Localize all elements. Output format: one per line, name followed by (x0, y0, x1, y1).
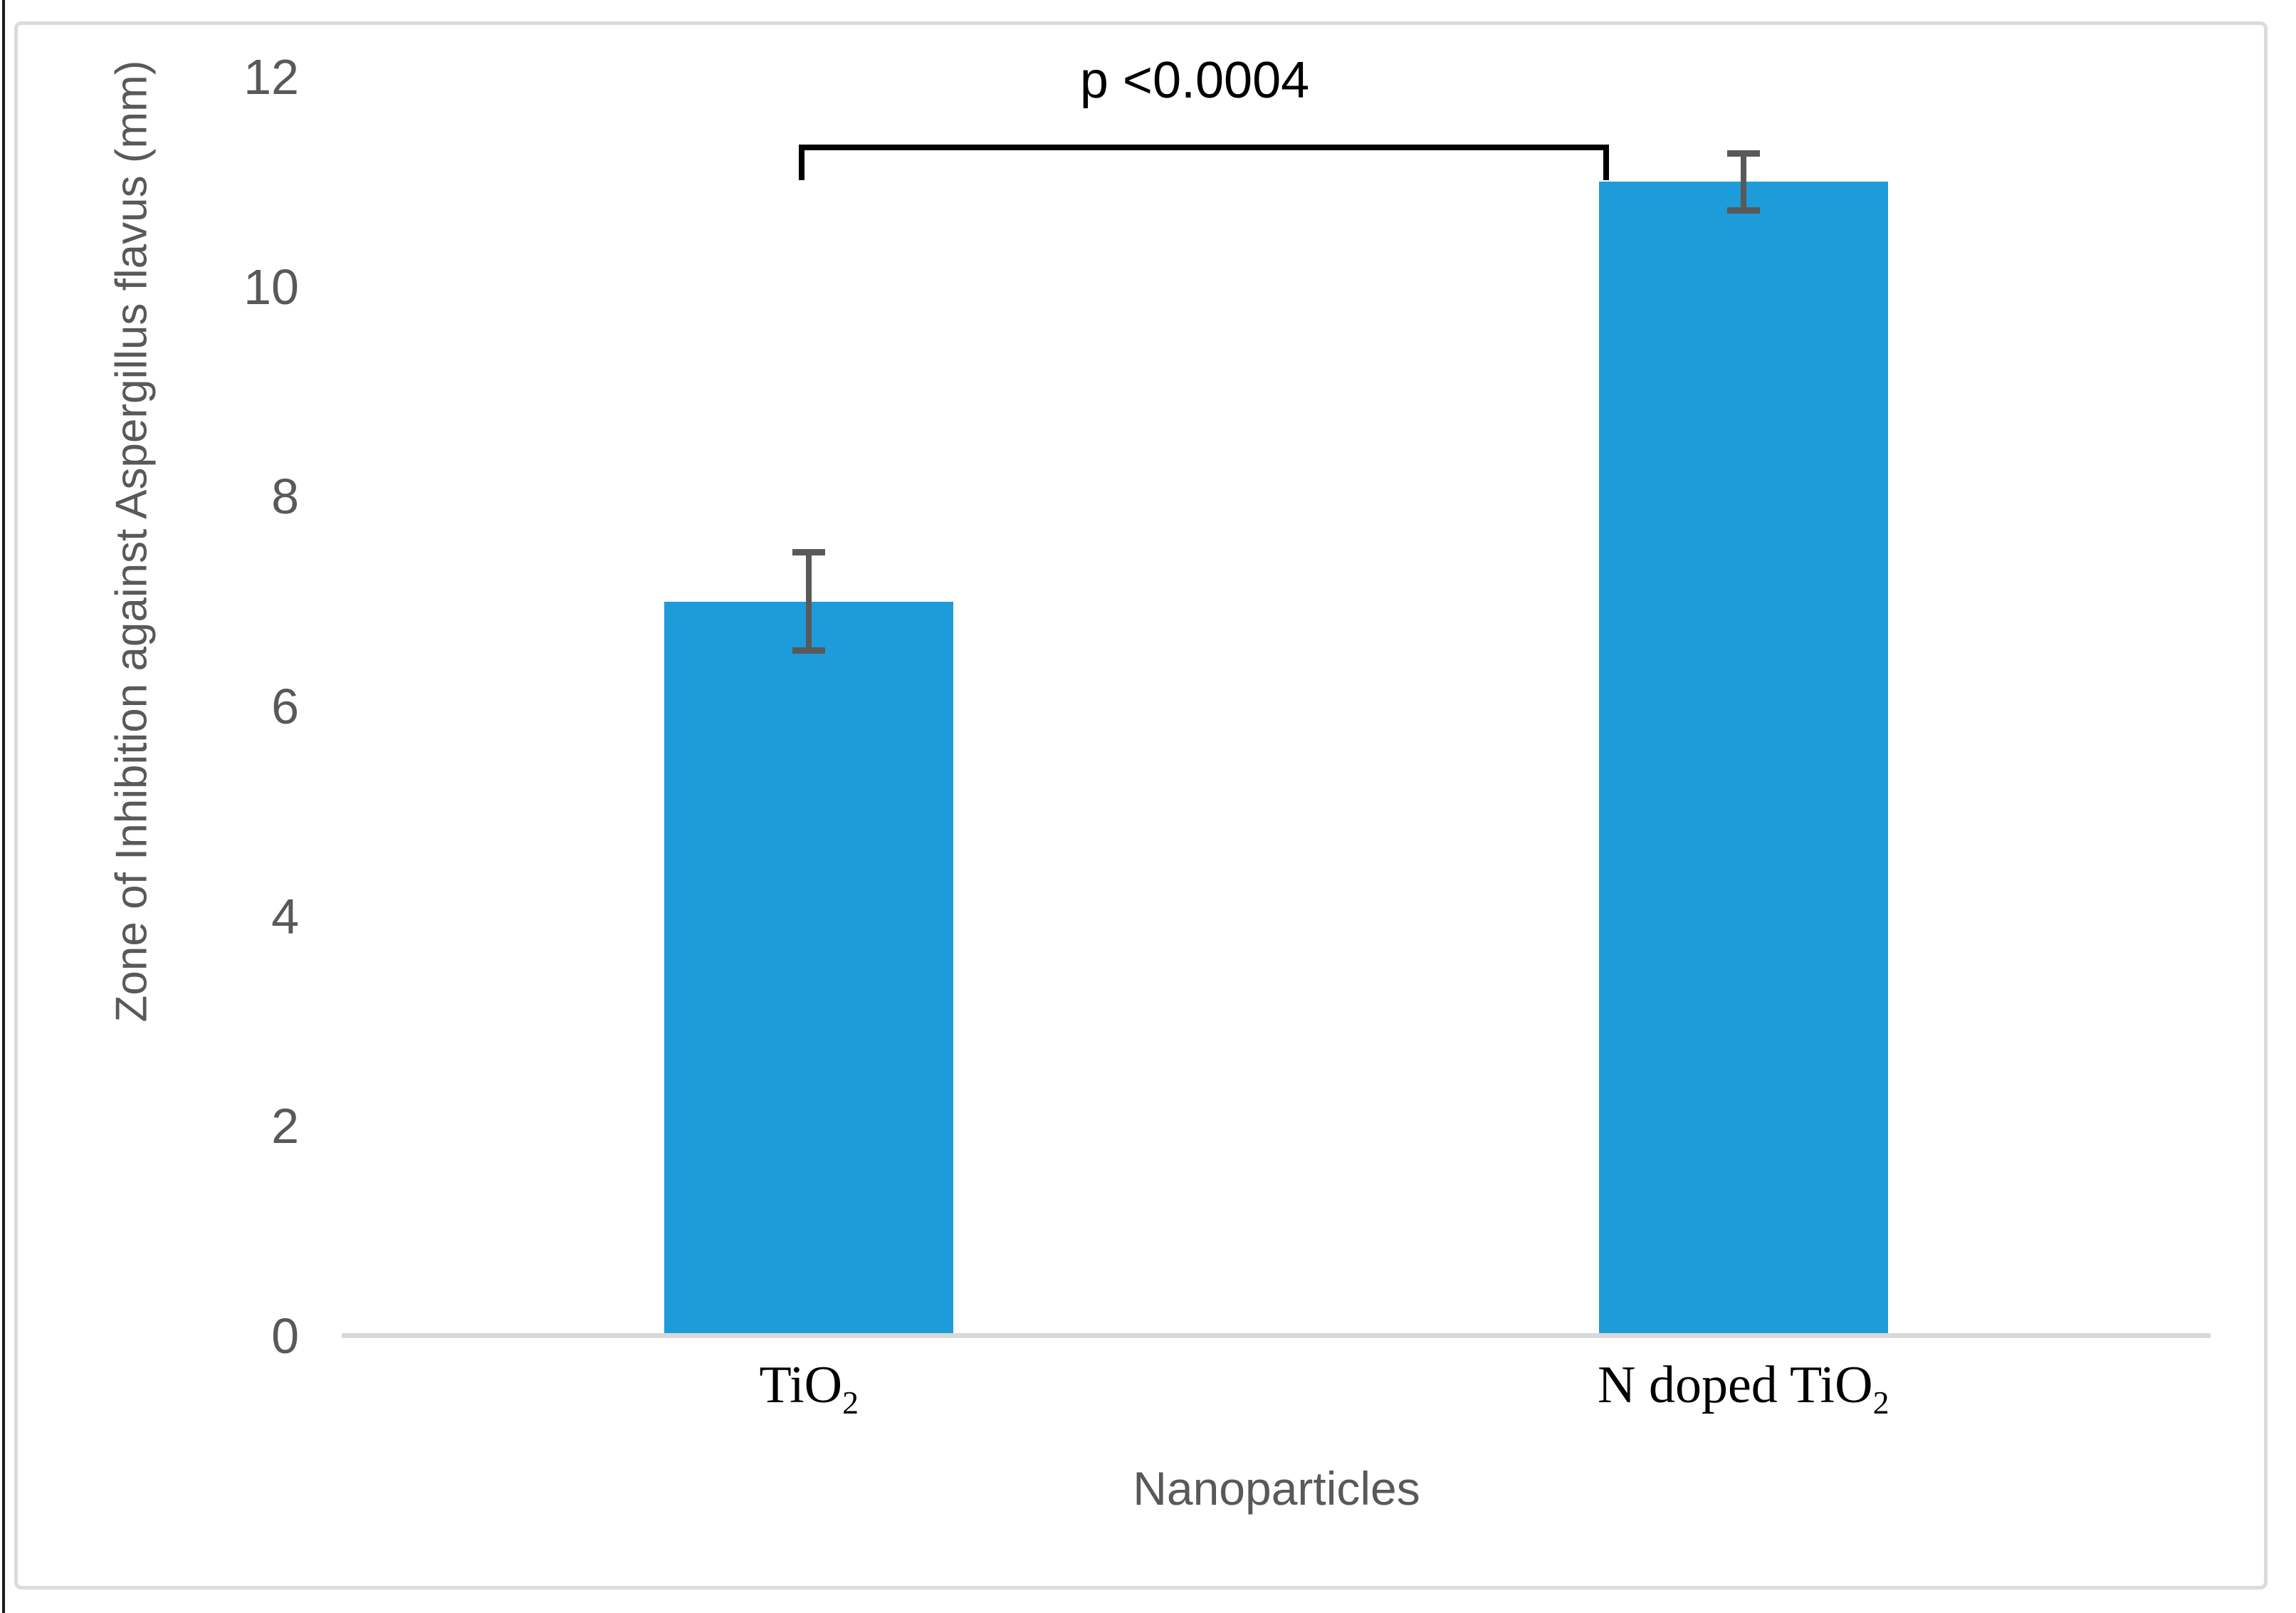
y-tick-label: 6 (271, 679, 299, 734)
page-edge-line (2, 0, 5, 1613)
y-tick-label: 2 (271, 1098, 299, 1154)
y-axis-title: Zone of Inhibition against Aspergillus f… (107, 60, 157, 1023)
error-bar-n-doped-tio2 (1726, 150, 1760, 214)
y-tick-label: 12 (243, 49, 299, 105)
chart-plot-border (14, 21, 2268, 1589)
x-tick-label-tio2: TiO2 (759, 1359, 859, 1419)
x-tick-label-n-doped-tio2-subscript: 2 (1872, 1384, 1889, 1421)
bar-n-doped-tio2 (1598, 182, 1888, 1336)
bar-tio2 (664, 601, 954, 1336)
x-axis-line (342, 1333, 2211, 1338)
significance-bracket (799, 145, 1609, 180)
error-bar-tio2 (792, 549, 826, 654)
p-value-label: p <0.0004 (1079, 52, 1310, 109)
x-tick-label-n-doped-tio2: N doped TiO2 (1598, 1359, 1889, 1419)
y-tick-label: 10 (243, 259, 299, 315)
y-tick-label: 4 (271, 888, 299, 944)
y-tick-label: 8 (271, 469, 299, 525)
x-tick-label-tio2-base: TiO (759, 1356, 843, 1414)
x-axis-title: Nanoparticles (1133, 1462, 1420, 1515)
x-tick-label-n-doped-tio2-base: N doped TiO (1598, 1356, 1873, 1414)
x-tick-label-tio2-subscript: 2 (842, 1384, 859, 1421)
y-tick-label: 0 (271, 1308, 299, 1364)
